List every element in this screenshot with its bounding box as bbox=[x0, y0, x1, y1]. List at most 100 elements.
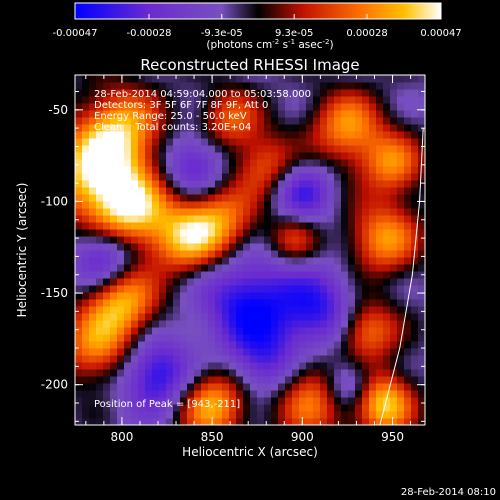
heatmap-cell bbox=[397, 376, 405, 384]
heatmap-cell bbox=[166, 306, 174, 314]
heatmap-cell bbox=[103, 397, 111, 405]
heatmap-cell bbox=[187, 117, 195, 125]
heatmap-cell bbox=[82, 110, 90, 118]
heatmap-cell bbox=[264, 103, 272, 111]
heatmap-cell bbox=[131, 201, 139, 209]
heatmap-cell bbox=[278, 201, 286, 209]
heatmap-cell bbox=[89, 383, 97, 391]
heatmap-cell bbox=[166, 110, 174, 118]
heatmap-cell bbox=[264, 264, 272, 272]
heatmap-cell bbox=[348, 138, 356, 146]
heatmap-cell bbox=[404, 320, 412, 328]
heatmap-cell bbox=[390, 383, 398, 391]
heatmap-cell bbox=[131, 278, 139, 286]
heatmap-cell bbox=[334, 313, 342, 321]
heatmap-cell bbox=[285, 250, 293, 258]
heatmap-cell bbox=[411, 103, 419, 111]
heatmap-cell bbox=[229, 264, 237, 272]
heatmap-cell bbox=[215, 194, 223, 202]
heatmap-cell bbox=[117, 243, 125, 251]
heatmap-cell bbox=[369, 411, 377, 419]
heatmap-cell bbox=[257, 278, 265, 286]
heatmap-cell bbox=[341, 418, 349, 425]
heatmap-cell bbox=[243, 341, 251, 349]
heatmap-cell bbox=[103, 257, 111, 265]
heatmap-cell bbox=[138, 152, 146, 160]
heatmap-cell bbox=[306, 236, 314, 244]
heatmap-cell bbox=[124, 341, 132, 349]
heatmap-cell bbox=[166, 243, 174, 251]
heatmap-cell bbox=[355, 75, 363, 83]
heatmap-cell bbox=[306, 397, 314, 405]
heatmap-cell bbox=[103, 418, 111, 425]
heatmap-cell bbox=[271, 243, 279, 251]
heatmap-cell bbox=[194, 348, 202, 356]
heatmap-cell bbox=[89, 320, 97, 328]
heatmap-cell bbox=[362, 117, 370, 125]
heatmap-cell bbox=[103, 222, 111, 230]
heatmap-cell bbox=[411, 145, 419, 153]
heatmap-cell bbox=[320, 383, 328, 391]
heatmap-cell bbox=[173, 124, 181, 132]
heatmap-cell bbox=[383, 159, 391, 167]
heatmap-cell bbox=[271, 145, 279, 153]
heatmap-cell bbox=[159, 215, 167, 223]
heatmap-cell bbox=[390, 201, 398, 209]
heatmap-cell bbox=[348, 194, 356, 202]
heatmap-cell bbox=[250, 124, 258, 132]
heatmap-cell bbox=[117, 404, 125, 412]
heatmap-cell bbox=[285, 222, 293, 230]
heatmap-cell bbox=[362, 285, 370, 293]
heatmap-cell bbox=[334, 369, 342, 377]
heatmap-cell bbox=[229, 341, 237, 349]
heatmap-cell bbox=[362, 243, 370, 251]
heatmap-cell bbox=[285, 194, 293, 202]
colorbar-tick-label: 0.00047 bbox=[420, 28, 461, 39]
heatmap-cell bbox=[404, 96, 412, 104]
heatmap-cell bbox=[285, 103, 293, 111]
heatmap-cell bbox=[397, 103, 405, 111]
heatmap-cell bbox=[152, 313, 160, 321]
heatmap-cell bbox=[306, 334, 314, 342]
heatmap-cell bbox=[222, 131, 230, 139]
heatmap-cell bbox=[257, 362, 265, 370]
heatmap-cell bbox=[348, 229, 356, 237]
heatmap-cell bbox=[376, 264, 384, 272]
heatmap-cell bbox=[369, 89, 377, 97]
heatmap-cell bbox=[390, 390, 398, 398]
heatmap-cell bbox=[166, 264, 174, 272]
heatmap-cell bbox=[222, 369, 230, 377]
heatmap-cell bbox=[152, 229, 160, 237]
heatmap-cell bbox=[306, 124, 314, 132]
heatmap-cell bbox=[355, 89, 363, 97]
heatmap-cell bbox=[89, 152, 97, 160]
heatmap-cell bbox=[89, 355, 97, 363]
axis-ticks bbox=[75, 75, 425, 425]
heatmap-cell bbox=[173, 96, 181, 104]
heatmap-cell bbox=[397, 208, 405, 216]
heatmap-cell bbox=[383, 369, 391, 377]
heatmap-cell bbox=[264, 250, 272, 258]
heatmap-cell bbox=[152, 285, 160, 293]
heatmap-cell bbox=[264, 145, 272, 153]
heatmap-cell bbox=[341, 222, 349, 230]
heatmap-cell bbox=[376, 313, 384, 321]
heatmap-cell bbox=[236, 250, 244, 258]
heatmap-cell bbox=[362, 334, 370, 342]
heatmap-cell bbox=[411, 236, 419, 244]
heatmap-cell bbox=[201, 138, 209, 146]
heatmap-cell bbox=[145, 257, 153, 265]
heatmap-cell bbox=[250, 383, 258, 391]
heatmap-cell bbox=[313, 390, 321, 398]
heatmap-cell bbox=[355, 397, 363, 405]
heatmap-cell bbox=[355, 292, 363, 300]
heatmap-cell bbox=[215, 257, 223, 265]
heatmap-cell bbox=[257, 404, 265, 412]
heatmap-cell bbox=[166, 292, 174, 300]
heatmap-cell bbox=[376, 271, 384, 279]
heatmap-cell bbox=[334, 292, 342, 300]
heatmap-cell bbox=[96, 208, 104, 216]
heatmap-cell bbox=[222, 355, 230, 363]
heatmap-cell bbox=[327, 369, 335, 377]
heatmap-cell bbox=[173, 411, 181, 419]
